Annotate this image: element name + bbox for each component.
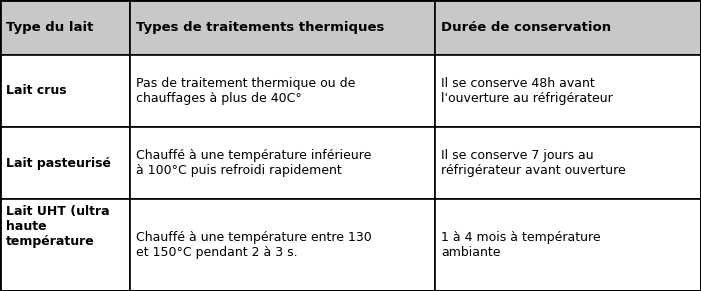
Bar bbox=[435, 55, 701, 127]
Bar bbox=[0, 55, 130, 127]
Text: Il se conserve 48h avant
l'ouverture au réfrigérateur: Il se conserve 48h avant l'ouverture au … bbox=[441, 77, 613, 105]
Text: Durée de conservation: Durée de conservation bbox=[441, 21, 611, 34]
Text: Type du lait: Type du lait bbox=[6, 21, 93, 34]
Bar bbox=[130, 0, 435, 55]
Bar bbox=[435, 127, 701, 199]
Text: Chauffé à une température inférieure
à 100°C puis refroidi rapidement: Chauffé à une température inférieure à 1… bbox=[136, 149, 372, 177]
Bar bbox=[130, 127, 435, 199]
Bar bbox=[0, 0, 130, 55]
Bar bbox=[0, 127, 130, 199]
Text: Lait crus: Lait crus bbox=[6, 84, 67, 97]
Text: Lait UHT (ultra
haute
température: Lait UHT (ultra haute température bbox=[6, 205, 109, 248]
Bar bbox=[435, 199, 701, 291]
Bar bbox=[130, 199, 435, 291]
Text: Lait pasteurisé: Lait pasteurisé bbox=[6, 157, 111, 169]
Bar bbox=[0, 199, 130, 291]
Bar bbox=[130, 55, 435, 127]
Bar bbox=[435, 0, 701, 55]
Text: Il se conserve 7 jours au
réfrigérateur avant ouverture: Il se conserve 7 jours au réfrigérateur … bbox=[441, 149, 626, 177]
Text: Chauffé à une température entre 130
et 150°C pendant 2 à 3 s.: Chauffé à une température entre 130 et 1… bbox=[136, 231, 372, 259]
Text: Types de traitements thermiques: Types de traitements thermiques bbox=[136, 21, 384, 34]
Text: Pas de traitement thermique ou de
chauffages à plus de 40C°: Pas de traitement thermique ou de chauff… bbox=[136, 77, 355, 105]
Text: 1 à 4 mois à température
ambiante: 1 à 4 mois à température ambiante bbox=[441, 231, 601, 259]
